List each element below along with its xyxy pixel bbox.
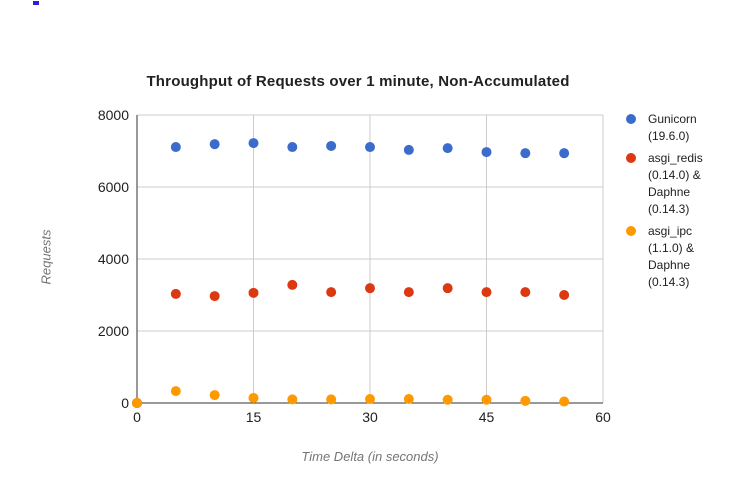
data-point — [326, 394, 337, 405]
data-point — [170, 142, 181, 153]
data-point — [326, 287, 337, 298]
legend-label: asgi_redis (0.14.0) & Daphne (0.14.3) — [648, 151, 703, 216]
data-point — [287, 279, 298, 290]
data-point — [209, 139, 220, 150]
x-tick-label: 15 — [246, 409, 262, 425]
data-point — [287, 394, 298, 405]
y-tick-label: 0 — [121, 395, 129, 411]
data-point — [365, 283, 375, 294]
y-tick-label: 4000 — [98, 251, 129, 267]
legend-label: asgi_ipc (1.1.0) & Daphne (0.14.3) — [648, 224, 695, 289]
legend-dot-icon — [626, 114, 636, 124]
data-point — [403, 144, 414, 155]
data-point — [403, 394, 414, 405]
data-point — [520, 395, 531, 406]
data-point — [132, 398, 142, 408]
legend-label: Gunicorn (19.6.0) — [648, 112, 697, 143]
data-point — [209, 390, 220, 401]
y-axis-title: Requests — [38, 229, 54, 285]
data-point — [365, 142, 375, 153]
legend-item: asgi_ipc (1.1.0) & Daphne (0.14.3) — [626, 223, 736, 291]
x-tick-label: 30 — [362, 409, 378, 425]
data-point — [248, 138, 259, 149]
data-point — [559, 290, 570, 300]
legend-item: asgi_redis (0.14.0) & Daphne (0.14.3) — [626, 150, 736, 218]
x-tick-label: 0 — [133, 409, 141, 425]
x-tick-label: 45 — [479, 409, 495, 425]
y-tick-label: 6000 — [98, 179, 129, 195]
data-point — [442, 143, 453, 154]
data-point — [287, 142, 298, 153]
data-point — [170, 288, 181, 299]
legend-dot-icon — [626, 153, 636, 163]
data-point — [481, 147, 492, 158]
y-tick-label: 8000 — [98, 107, 129, 123]
data-point — [442, 394, 453, 405]
data-point — [520, 148, 531, 159]
data-point — [365, 394, 375, 405]
data-point — [248, 287, 259, 298]
data-point — [248, 392, 259, 403]
stray-cursor-mark — [33, 1, 39, 5]
data-point — [442, 283, 453, 294]
x-tick-label: 60 — [595, 409, 611, 425]
data-point — [481, 394, 492, 405]
legend: Gunicorn (19.6.0) asgi_redis (0.14.0) & D… — [626, 111, 736, 291]
data-point — [326, 140, 337, 151]
data-point — [209, 291, 220, 302]
legend-dot-icon — [626, 226, 636, 236]
data-point — [170, 386, 181, 397]
legend-item: Gunicorn (19.6.0) — [626, 111, 736, 145]
chart-title: Throughput of Requests over 1 minute, No… — [146, 73, 570, 90]
x-axis-title: Time Delta (in seconds) — [301, 449, 439, 464]
data-point — [403, 287, 414, 298]
data-point — [520, 287, 531, 298]
data-point — [559, 396, 570, 407]
data-point — [481, 287, 492, 298]
y-tick-label: 2000 — [98, 323, 129, 339]
data-point — [559, 148, 570, 159]
